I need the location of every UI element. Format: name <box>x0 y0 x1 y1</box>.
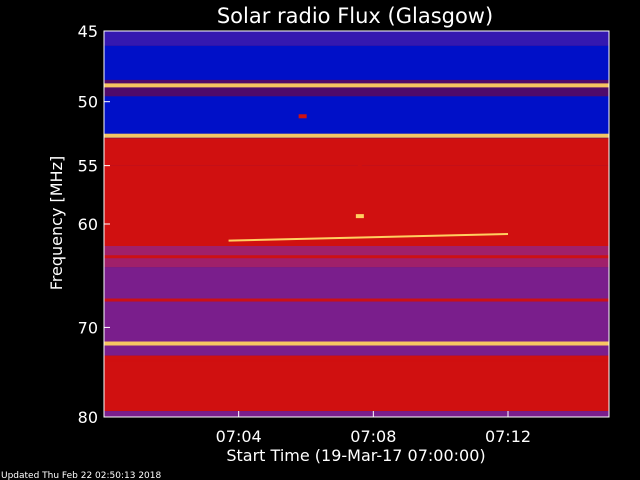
y-tick-label: 55 <box>78 157 98 176</box>
frequency-region <box>104 138 609 166</box>
y-tick-label: 70 <box>78 318 98 337</box>
x-axis-label: Start Time (19-Mar-17 07:00:00) <box>226 446 485 465</box>
frequency-band <box>104 133 609 138</box>
y-tick-label: 50 <box>78 93 98 112</box>
x-tick-label: 07:08 <box>350 427 396 446</box>
x-axis-ticks: 07:04 07:08 07:12 <box>216 411 531 446</box>
chart-title: Solar radio Flux (Glasgow) <box>217 4 493 28</box>
burst-spot <box>355 214 364 219</box>
y-tick-label: 45 <box>78 22 98 41</box>
x-tick-label: 07:12 <box>485 427 531 446</box>
frequency-band <box>104 83 609 88</box>
x-tick-label: 07:04 <box>216 427 262 446</box>
burst-spot <box>298 114 307 119</box>
frequency-region <box>104 355 609 412</box>
frequency-region <box>104 31 609 46</box>
frequency-region <box>104 96 609 136</box>
drifting-burst <box>228 232 509 242</box>
vertical-spike <box>357 140 362 224</box>
y-axis-label: Frequency [MHz] <box>47 156 66 290</box>
frequency-region <box>104 165 609 246</box>
frequency-region <box>104 45 609 80</box>
y-tick-label: 60 <box>78 215 98 234</box>
frequency-band <box>104 341 609 346</box>
y-tick-label: 80 <box>78 408 98 427</box>
frequency-band <box>104 358 609 362</box>
updated-timestamp: Updated Thu Feb 22 02:50:13 2018 <box>1 471 162 480</box>
frequency-band <box>104 298 609 302</box>
heatmap-plot-area <box>103 30 610 418</box>
frequency-region <box>104 411 609 417</box>
frequency-band <box>104 255 609 259</box>
frequency-region <box>104 267 609 356</box>
y-axis-ticks: 45 50 55 60 70 80 <box>78 22 110 427</box>
